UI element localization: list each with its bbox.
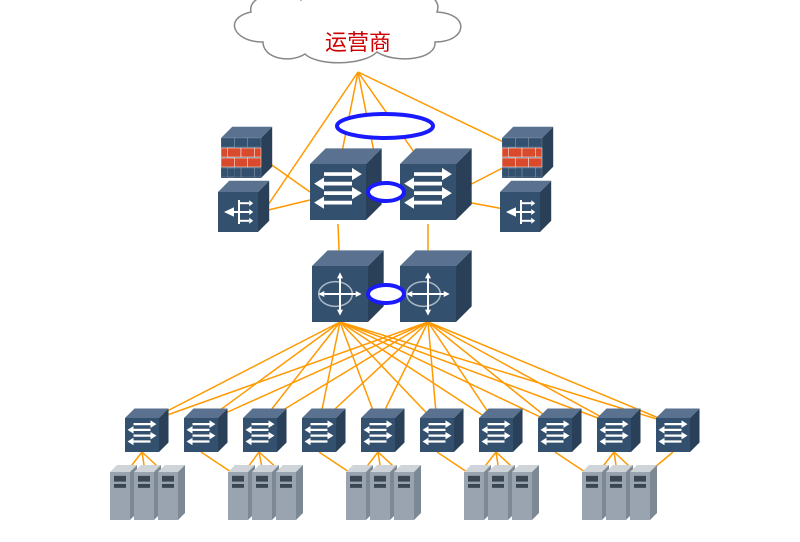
server-10 [464, 465, 491, 520]
server-8 [370, 465, 397, 520]
core-switch-left [310, 148, 382, 220]
access-switch-9 [597, 408, 641, 452]
firewall-left [221, 127, 272, 178]
server-7 [346, 465, 373, 520]
access-switch-4 [302, 408, 346, 452]
server-11 [488, 465, 515, 520]
server-3 [158, 465, 185, 520]
core-switch-right [400, 148, 472, 220]
access-switch-10 [656, 408, 700, 452]
access-switch-8 [538, 408, 582, 452]
server-9 [394, 465, 421, 520]
lb-right [500, 181, 551, 232]
link-ring-1 [368, 183, 404, 201]
cloud-label: 运营商 [325, 30, 391, 55]
access-switch-7 [479, 408, 523, 452]
server-1 [110, 465, 137, 520]
server-14 [606, 465, 633, 520]
lb-left [218, 181, 269, 232]
agg-right [400, 250, 472, 322]
server-4 [228, 465, 255, 520]
firewall-right [502, 127, 553, 178]
server-13 [582, 465, 609, 520]
access-switch-5 [361, 408, 405, 452]
aggregation-ring [337, 114, 433, 138]
link-ring-2 [368, 285, 404, 303]
access-switch-6 [420, 408, 464, 452]
access-switch-1 [125, 408, 169, 452]
server-15 [630, 465, 657, 520]
access-switch-3 [243, 408, 287, 452]
server-12 [512, 465, 539, 520]
server-2 [134, 465, 161, 520]
access-switch-2 [184, 408, 228, 452]
server-5 [252, 465, 279, 520]
server-6 [276, 465, 303, 520]
cloud-isp: 运营商 [234, 0, 460, 63]
